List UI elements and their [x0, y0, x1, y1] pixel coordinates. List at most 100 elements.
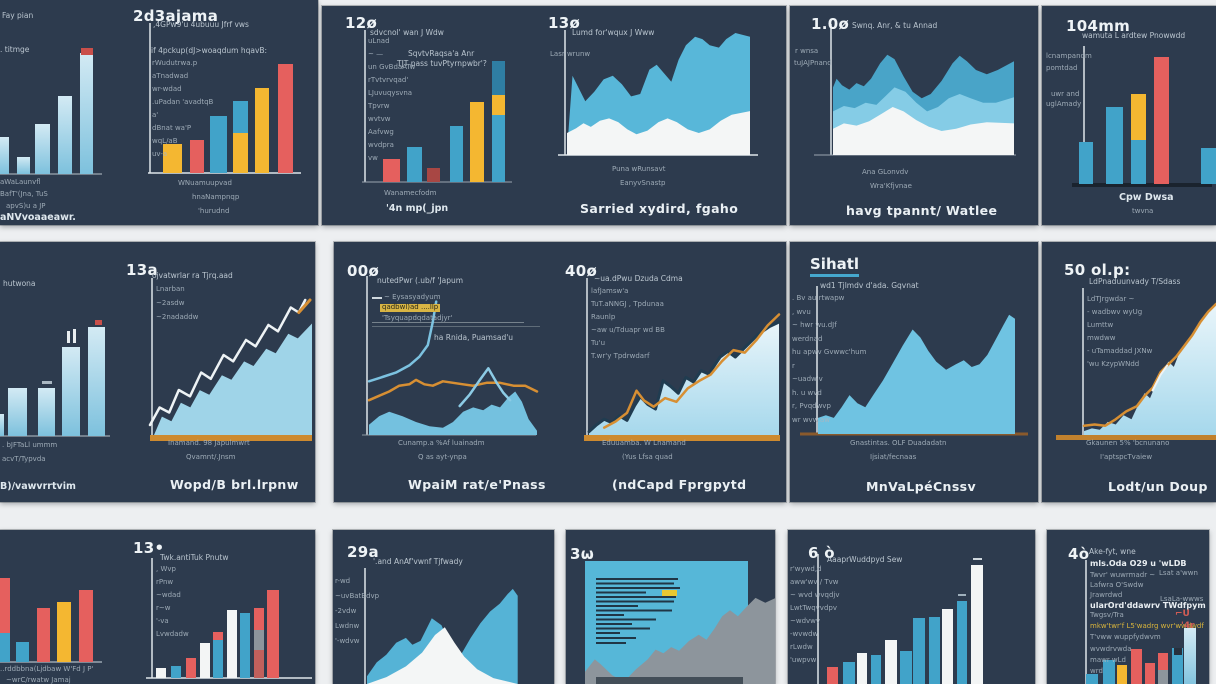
bar-segment [278, 64, 293, 173]
axis-label: 'uwpvw [790, 656, 817, 664]
mark-rect [42, 381, 52, 384]
axis-label: acvT/Typvda [2, 455, 46, 463]
axis-label: ~wdvwv [790, 617, 821, 625]
chart-caption: Wopd/B brl.lrpnw [170, 477, 299, 492]
chart-caption: WpaiM rat/e'Pnass [408, 477, 546, 492]
bar-segment [190, 140, 204, 173]
chart-title: 1.0ø [811, 15, 850, 33]
chart-canvas [1085, 560, 1196, 684]
area-shape [585, 597, 775, 684]
chart-title: 3ω [570, 545, 595, 563]
chart-subtitle: wd1 Tjlmdv d'ada. Gqvnat [820, 281, 919, 290]
axis-label: Q as ayt-ynpa [418, 453, 467, 461]
mark-rect [1174, 648, 1182, 655]
bar-segment [200, 643, 210, 678]
chart-title: 4ò [1068, 545, 1090, 563]
axis-label: r~w [156, 604, 171, 612]
bar-segment [827, 667, 838, 684]
chart-title: Sihatl [810, 256, 860, 277]
bar-segment [0, 137, 9, 174]
bar-segment [1131, 649, 1142, 684]
chart-caption: aNVvoaaeawr. [0, 212, 76, 223]
bar-segment [0, 633, 10, 662]
chart-annotation: ⌐U [1175, 609, 1190, 619]
card-line-duo: 00ø nutedPwr (.ub/f 'Japum ~ Eysasyadyum qa… [334, 242, 786, 502]
mark-rect [584, 435, 780, 441]
colored-bar-chart: 2d3ajama ,4GPw9'u 4ubuuu Jfrf vws if 4pcku… [0, 0, 318, 225]
bar-segment [79, 590, 93, 662]
chart-canvas [364, 568, 518, 684]
bar-segment [1079, 142, 1093, 184]
chart-canvas [814, 24, 1016, 156]
line-path [148, 298, 307, 427]
axis-label: wvdpra [368, 141, 394, 149]
mark-rect [596, 637, 636, 639]
chart-canvas [0, 278, 312, 441]
mixed-bar-chart: 12ø sdvcnol' wan J Wdw SqvtvRaqsa'a Anr TJT… [322, 6, 786, 225]
axis-label: Gnastintas. OLF Duadadatn [850, 439, 947, 447]
axis-label: rWudutrwa.p [152, 59, 198, 67]
area-shape [154, 323, 312, 435]
bar-segment [942, 609, 953, 684]
legend-highlight: qadbwl)ad ....llp [380, 303, 441, 312]
bar-segment [492, 115, 505, 182]
bar-segment [213, 640, 223, 678]
bar-segment [1131, 94, 1146, 140]
bar-segment [88, 327, 105, 436]
area-shape [1084, 304, 1216, 435]
axis-label: r, Pvqdwvp [792, 402, 831, 410]
mark-rect [67, 331, 70, 343]
ascending-bar-chart: 6 ò AaaprWuddpyd Sew r'wywd,d aww'wv / Tvw ~… [788, 530, 1035, 684]
pale-bar-chart: Fay pian . titmge aWaLaunvfl BafT'(Jna, TuS… [0, 0, 318, 225]
area-shape [818, 314, 1015, 434]
chart-canvas [817, 554, 983, 684]
bar-segment [213, 632, 223, 640]
bar-segment [1086, 674, 1098, 684]
chart-title: 13ø [548, 14, 581, 32]
axis-label: LdTJrgwdar ~ [1087, 295, 1135, 303]
bar-segment [913, 618, 925, 684]
mark-rect [662, 590, 677, 596]
area-shape [567, 111, 750, 155]
chart-subtitle: hutwona [3, 279, 36, 288]
bar-segment [1184, 628, 1196, 684]
line-path [367, 378, 539, 402]
chart-subtitle: . titmge [0, 45, 30, 54]
chart-title: 12ø [345, 14, 378, 32]
chart-subtitle: ,4GPw9'u 4ubuuu Jfrf vws [153, 20, 249, 29]
axis-label: 'hurudnd [198, 207, 230, 215]
bar-segment [233, 101, 248, 133]
mark-rect [150, 435, 312, 441]
chart-subtitle: Twk.antiTuk Pnutw [160, 553, 229, 562]
bar-segment [1158, 670, 1168, 684]
mark-rect [596, 614, 624, 616]
axis-label: Puna wRunsavt [612, 165, 666, 173]
axis-label: Tu'u [591, 339, 606, 347]
axis-label: h. u wvd [792, 388, 822, 397]
axis-label: Twvr' wuwrmadr ~ [1090, 571, 1156, 579]
axis-label: hu apwv Gvwwc'hum [792, 348, 867, 356]
axis-label: tuJAJPnand [794, 59, 832, 67]
axis-label: WNuamuupvad [178, 179, 232, 187]
axis-label: Twgsv/Tra [1090, 611, 1124, 619]
axis-label: Aafvwg [368, 128, 394, 136]
bar-segment [37, 608, 50, 662]
axis-label: pomtdad [1046, 64, 1078, 72]
chart-canvas [0, 23, 301, 175]
axis-label: wqL/aB [152, 137, 178, 145]
axis-label: wrd [1090, 667, 1103, 675]
chart-subtitle: ularOrd'ddawrv TWdfpym [1090, 601, 1206, 610]
chart-title: 40ø [565, 262, 598, 280]
bar-segment [492, 61, 505, 95]
chart-subtitle: '.and AnAf'vwnf Tjfwady [373, 557, 463, 566]
chart-canvas [585, 561, 775, 684]
axis-label: Lvwdadw [156, 630, 189, 638]
bar-segment [407, 147, 422, 182]
mark-rect [596, 591, 646, 594]
bar-segment [16, 642, 29, 662]
bar-segment [383, 159, 400, 182]
axis-label: Ijsiat/fecnaas [870, 453, 917, 461]
chart-subtitle: ~ua.dPwu Dzuda Cdma [594, 274, 683, 283]
axis-label: vw [368, 154, 378, 162]
bar-segment [8, 388, 27, 436]
